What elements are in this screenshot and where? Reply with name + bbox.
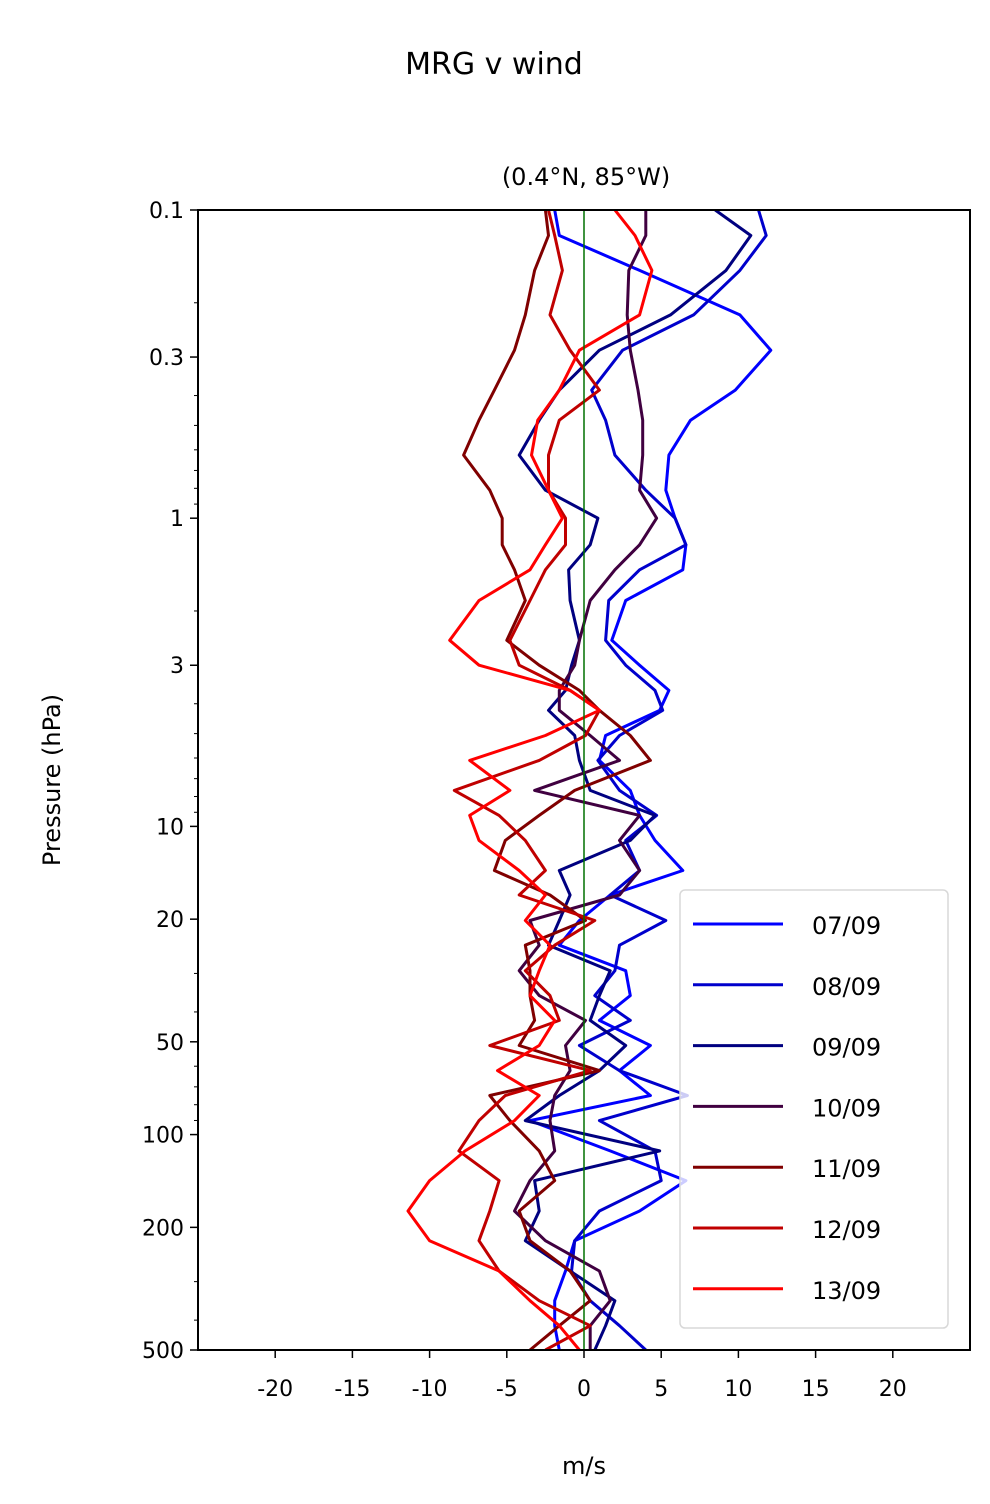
plot-area	[406, 210, 773, 1350]
legend-box	[679, 889, 949, 1329]
axes: -20 -15 -10 -5 0 5 10 15 20 0.1 0.3 1 3 10 20 50 100 200 5…	[142, 199, 971, 1402]
x-tick-label: -5	[496, 1377, 518, 1402]
series-line-09-09	[517, 210, 753, 1350]
legend-label: 08/09	[812, 973, 881, 1001]
x-tick-label: -20	[257, 1377, 293, 1402]
x-tick-label: 0	[577, 1377, 591, 1402]
series-line-13-09	[406, 210, 654, 1350]
y-tick-label: 50	[156, 1031, 184, 1056]
series-line-08-09	[570, 210, 768, 1350]
legend: 07/09 08/09 09/09 10/09 11/09 12/09 13/09	[679, 889, 949, 1329]
x-tick-label: -10	[412, 1377, 448, 1402]
legend-label: 09/09	[812, 1034, 881, 1062]
legend-label: 10/09	[812, 1094, 881, 1122]
chart-subtitle: (0.4°N, 85°W)	[502, 163, 670, 191]
y-tick-label: 3	[170, 654, 184, 679]
y-tick-label: 0.3	[149, 346, 184, 371]
y-tick-label: 0.1	[149, 199, 184, 224]
y-tick-label: 500	[142, 1339, 184, 1364]
y-tick-label: 200	[142, 1216, 184, 1241]
y-tick-label: 10	[156, 815, 184, 840]
x-tick-label: 5	[654, 1377, 668, 1402]
series-line-10-09	[513, 210, 659, 1350]
legend-label: 11/09	[812, 1155, 881, 1183]
y-axis-label: Pressure (hPa)	[38, 694, 66, 866]
series-line-11-09	[462, 210, 652, 1350]
legend-label: 12/09	[812, 1216, 881, 1244]
x-tick-label: 20	[879, 1377, 907, 1402]
chart-title: MRG v wind	[405, 47, 583, 82]
y-tick-label: 20	[156, 908, 184, 933]
y-tick-label: 100	[142, 1124, 184, 1149]
legend-label: 07/09	[812, 912, 881, 940]
x-tick-label: 15	[802, 1377, 830, 1402]
legend-label: 13/09	[812, 1277, 881, 1305]
x-tick-label: -15	[334, 1377, 370, 1402]
x-axis-label: m/s	[562, 1452, 606, 1480]
y-tick-label: 1	[170, 507, 184, 532]
x-tick-label: 10	[724, 1377, 752, 1402]
series-group	[406, 210, 773, 1350]
series-line-12-09	[452, 210, 601, 1350]
